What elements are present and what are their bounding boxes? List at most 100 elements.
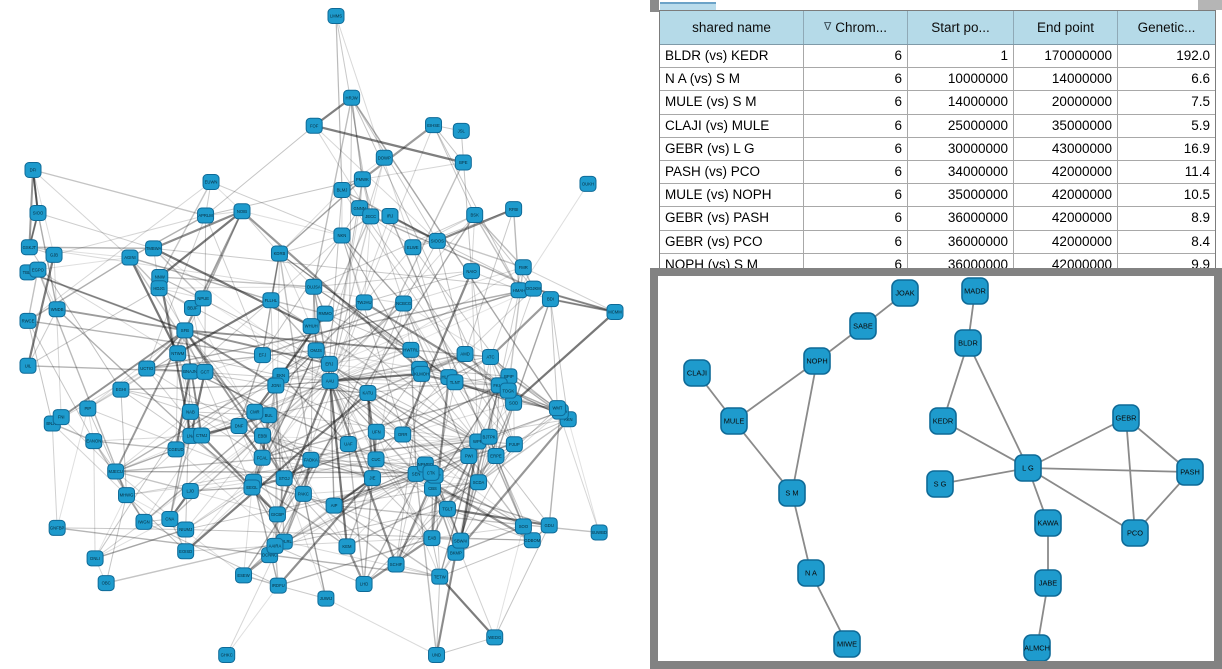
column-header-start-position[interactable]: Start po...: [908, 11, 1014, 44]
network-node[interactable]: WHUH: [302, 318, 320, 335]
network-node[interactable]: CGEUD: [167, 441, 185, 458]
network-node[interactable]: ATC: [481, 348, 499, 365]
network-node[interactable]: KATU: [359, 385, 377, 402]
network-node[interactable]: AMD: [456, 346, 474, 363]
network-node[interactable]: LMMS: [327, 8, 345, 24]
node-shape[interactable]: [19, 312, 37, 329]
node-shape[interactable]: [487, 447, 505, 464]
network-node[interactable]: NIUMJ: [177, 521, 195, 538]
network-node[interactable]: DNF: [230, 417, 248, 434]
node-shape[interactable]: [243, 479, 261, 496]
node-shape[interactable]: [145, 240, 163, 257]
network-node[interactable]: JECC: [362, 208, 380, 225]
network-node[interactable]: AAU: [321, 373, 339, 390]
network-view-secondary[interactable]: JOAK SABE NOPH CLAJI MULE S M N A MIWE MADR BLDR K…: [650, 268, 1222, 669]
network-node[interactable]: SIOO: [29, 205, 47, 221]
network-node[interactable]: TLNT: [446, 374, 464, 391]
network-node-mule[interactable]: MULE: [720, 407, 748, 435]
node-shape[interactable]: [797, 559, 825, 587]
node-shape[interactable]: [333, 227, 351, 244]
network-node-kawa[interactable]: KAWA: [1034, 509, 1062, 537]
node-shape[interactable]: [362, 208, 380, 225]
node-shape[interactable]: [235, 567, 253, 584]
node-shape[interactable]: [230, 417, 248, 434]
table-row[interactable]: MULE (vs) S M 6 14000000 20000000 7.5: [660, 91, 1215, 115]
network-node[interactable]: SBWAI: [452, 532, 470, 549]
network-node[interactable]: SUWBD: [590, 524, 608, 541]
node-shape[interactable]: [85, 433, 103, 450]
table-row[interactable]: GEBR (vs) L G 6 30000000 43000000 16.9: [660, 137, 1215, 161]
node-shape[interactable]: [275, 470, 293, 487]
node-shape[interactable]: [45, 246, 63, 263]
node-shape[interactable]: [402, 341, 420, 358]
network-node[interactable]: NAB: [181, 403, 199, 420]
table-row[interactable]: GEBR (vs) PASH 6 36000000 42000000 8.9: [660, 207, 1215, 231]
network-node[interactable]: FNI: [52, 409, 70, 426]
node-shape[interactable]: [194, 290, 212, 307]
network-node-n-a[interactable]: N A: [797, 559, 825, 587]
network-node[interactable]: FCAL: [253, 449, 271, 466]
network-node[interactable]: GSKJT: [20, 239, 38, 256]
node-shape[interactable]: [269, 577, 287, 594]
node-shape[interactable]: [541, 291, 559, 308]
node-shape[interactable]: [590, 524, 608, 541]
network-node-sabe[interactable]: SABE: [849, 312, 877, 340]
network-node[interactable]: RFBI: [505, 201, 523, 218]
network-node[interactable]: BDI: [541, 291, 559, 308]
node-shape[interactable]: [803, 347, 831, 375]
network-node[interactable]: NAIO: [463, 263, 481, 280]
network-node[interactable]: SCHIF: [387, 556, 405, 573]
network-node[interactable]: EFJ: [253, 347, 271, 364]
node-shape[interactable]: [505, 201, 523, 218]
network-node[interactable]: TWJHU: [355, 294, 373, 311]
node-shape[interactable]: [167, 441, 185, 458]
node-shape[interactable]: [524, 280, 542, 297]
network-node[interactable]: LJO: [181, 482, 199, 499]
network-node[interactable]: MCMM: [606, 304, 624, 320]
table-row[interactable]: PASH (vs) PCO 6 34000000 42000000 11.4: [660, 160, 1215, 185]
network-node[interactable]: EBBI: [254, 427, 272, 444]
node-shape[interactable]: [505, 436, 523, 453]
node-shape[interactable]: [579, 175, 597, 192]
network-node[interactable]: PJUP: [505, 436, 523, 453]
node-shape[interactable]: [343, 89, 361, 106]
node-shape[interactable]: [355, 294, 373, 311]
node-shape[interactable]: [52, 409, 70, 426]
node-shape[interactable]: [79, 400, 97, 417]
node-shape[interactable]: [321, 373, 339, 390]
network-node[interactable]: PMWK: [353, 171, 371, 188]
network-node[interactable]: FMR: [514, 259, 532, 276]
node-shape[interactable]: [121, 249, 139, 266]
network-node[interactable]: DOWP: [375, 149, 393, 166]
network-node[interactable]: AAIRA: [266, 537, 284, 554]
node-shape[interactable]: [606, 304, 624, 320]
node-shape[interactable]: [833, 630, 861, 658]
node-shape[interactable]: [197, 207, 215, 224]
network-canvas[interactable]: JOAK SABE NOPH CLAJI MULE S M N A MIWE MADR BLDR K…: [658, 276, 1214, 661]
network-node[interactable]: WEDG: [486, 629, 504, 646]
node-shape[interactable]: [470, 474, 488, 491]
node-shape[interactable]: [325, 497, 343, 514]
network-node[interactable]: HRJW: [343, 89, 361, 106]
network-node[interactable]: WMT: [548, 400, 566, 417]
node-shape[interactable]: [177, 521, 195, 538]
node-shape[interactable]: [267, 377, 285, 394]
network-node[interactable]: BLMJ: [333, 182, 351, 198]
network-node[interactable]: PAKC: [294, 485, 312, 502]
network-node[interactable]: EGHI: [112, 381, 130, 398]
node-shape[interactable]: [1121, 519, 1149, 547]
node-shape[interactable]: [540, 517, 558, 534]
network-node[interactable]: EGPO: [29, 261, 47, 278]
node-shape[interactable]: [246, 403, 264, 420]
network-node[interactable]: NKN: [333, 227, 351, 244]
node-shape[interactable]: [452, 532, 470, 549]
network-node[interactable]: NCBCG: [395, 295, 413, 312]
network-node[interactable]: NPUE: [194, 290, 212, 307]
node-shape[interactable]: [1112, 404, 1140, 432]
column-header-end-point[interactable]: End point: [1014, 11, 1118, 44]
network-node[interactable]: GJB: [45, 246, 63, 263]
node-shape[interactable]: [316, 305, 334, 322]
node-shape[interactable]: [954, 329, 982, 357]
node-shape[interactable]: [302, 451, 320, 468]
node-shape[interactable]: [456, 346, 474, 363]
